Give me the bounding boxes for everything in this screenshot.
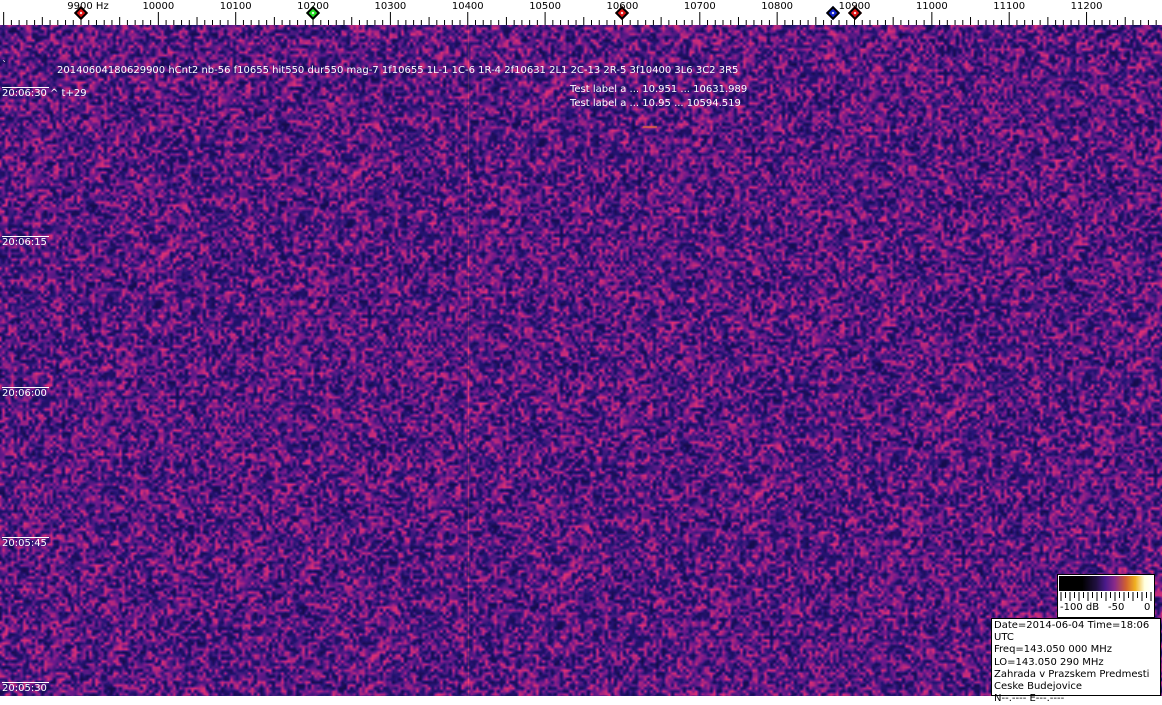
freq-label: 10500	[529, 1, 561, 12]
time-label: 20:05:45	[2, 537, 49, 549]
freq-label: 10800	[761, 1, 794, 12]
detection-info-line: 20140604180629900 hCnt2 nb-56 f10655 hit…	[57, 65, 739, 76]
freq-label-unit: 9900 Hz	[67, 1, 109, 12]
location-text: Zahrada v Prazskem Predmesti	[994, 668, 1150, 680]
freq-label: 10100	[219, 1, 252, 12]
city-text: Ceske Budejovice	[994, 681, 1083, 693]
time-label: 20:06:30	[2, 87, 49, 99]
test-label-1: Test label a ... 10.951 ... 10631.989	[570, 84, 748, 95]
scale-label-max: 0	[1144, 602, 1151, 613]
coordinates-text: N--.---- E---.----	[994, 693, 1065, 705]
backtick-mark: `	[2, 60, 7, 71]
freq-label: 11100	[993, 1, 1026, 12]
scale-label-mid: -50	[1108, 602, 1125, 613]
time-label: 20:06:00	[2, 387, 49, 399]
time-label: 20:05:30	[2, 682, 49, 694]
frequency-text: Freq=143.050 000 MHz	[994, 644, 1112, 656]
color-scale-legend: -100 dB -50 0	[1057, 574, 1155, 618]
frequency-ticks	[3, 12, 1157, 25]
color-scale-ticks	[1060, 592, 1152, 601]
date-time-text: Date=2014-06-04 Time=18:06 UTC	[994, 620, 1150, 644]
freq-label: 11000	[915, 1, 948, 12]
freq-label: 10700	[683, 1, 716, 12]
freq-label: 11200	[1070, 1, 1103, 12]
frequency-axis[interactable]: 9900 Hz 10000101001020010300104001050010…	[0, 0, 1162, 25]
station-info-box: Date=2014-06-04 Time=18:06 UTC Freq=143.…	[991, 618, 1161, 704]
freq-label: 10300	[374, 1, 407, 12]
lo-text: LO=143.050 290 MHz	[994, 656, 1104, 668]
color-gradient-bar	[1059, 576, 1152, 591]
time-label: 20:06:15	[2, 236, 49, 248]
time-offset-note: ^ t+29	[50, 88, 87, 99]
spectrogram-waterfall[interactable]	[0, 25, 1162, 696]
test-label-2: Test label a ... 10.95 ... 10594.519	[570, 98, 741, 109]
freq-label: 10000	[142, 1, 175, 12]
freq-label: 10400	[451, 1, 484, 12]
scale-label-min: -100 dB	[1060, 602, 1100, 613]
